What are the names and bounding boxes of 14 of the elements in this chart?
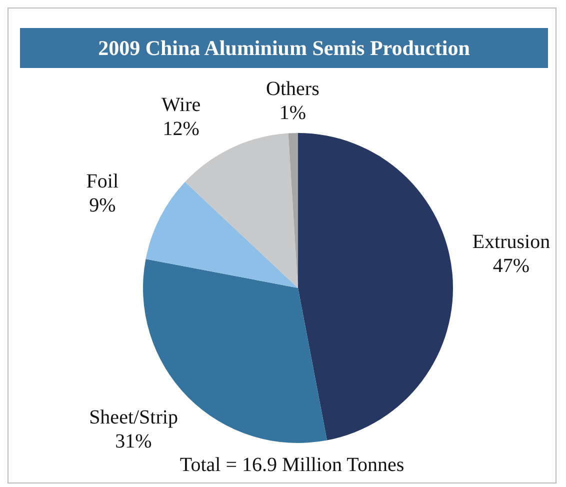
slice-label: Wire: [161, 94, 201, 116]
data-label: 31%: [115, 430, 152, 452]
data-label: 9%: [89, 194, 116, 216]
slice-label: Others: [266, 78, 320, 100]
slice-label: Sheet/Strip: [89, 406, 178, 428]
slice-label: Extrusion: [472, 231, 550, 254]
data-label: 1%: [279, 102, 306, 124]
slice-label: Foil: [86, 170, 119, 192]
pie-slice: [146, 182, 298, 288]
text: Total = 16.9 Million Tonnes: [180, 454, 404, 476]
chart-title: 2009 China Aluminium Semis Production: [98, 36, 470, 60]
data-label: 12%: [162, 118, 200, 140]
data-label: 47%: [492, 255, 530, 278]
pie-slice: [298, 133, 453, 440]
